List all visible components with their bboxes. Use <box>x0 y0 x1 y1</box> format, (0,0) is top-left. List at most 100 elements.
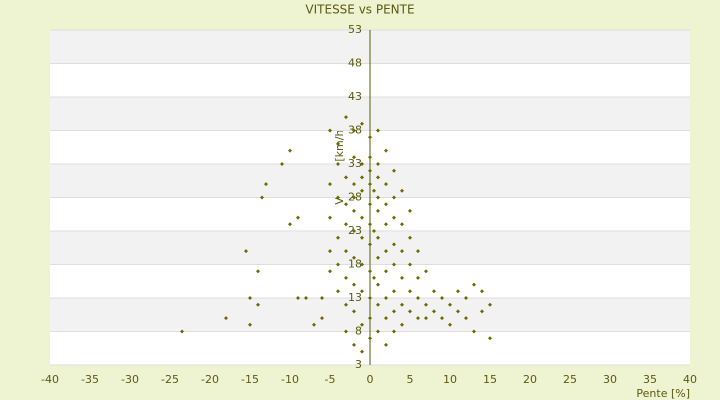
point <box>328 269 332 274</box>
point <box>384 296 388 300</box>
point <box>368 222 372 227</box>
point <box>400 222 404 227</box>
point <box>440 316 444 321</box>
point <box>392 242 396 247</box>
y-tick-label: 43 <box>348 90 362 103</box>
point <box>376 282 380 287</box>
point <box>376 208 380 213</box>
y-tick-label: 33 <box>348 157 362 170</box>
point <box>424 316 428 321</box>
x-tick-label: -25 <box>161 373 179 386</box>
point <box>384 249 388 254</box>
y-tick-label: 48 <box>348 57 362 70</box>
point <box>384 182 388 187</box>
y-tick-label: 3 <box>355 358 362 371</box>
point <box>392 215 396 220</box>
point <box>256 302 260 307</box>
point <box>480 289 484 294</box>
point <box>408 262 412 267</box>
point <box>336 289 340 294</box>
point <box>352 208 356 213</box>
x-tick-label: -30 <box>121 373 139 386</box>
point <box>352 229 356 233</box>
point <box>328 249 332 254</box>
point <box>224 316 228 321</box>
point <box>360 349 364 354</box>
x-tick-label: 0 <box>367 373 374 386</box>
point <box>312 322 316 327</box>
point <box>248 296 252 300</box>
x-tick-label: 40 <box>683 373 697 386</box>
point <box>376 162 380 166</box>
y-tick-label: 28 <box>348 191 362 204</box>
point <box>456 309 460 314</box>
point <box>416 275 420 280</box>
point <box>288 148 292 153</box>
point <box>296 215 300 220</box>
y-tick-label: 53 <box>348 23 362 36</box>
point <box>352 128 356 133</box>
y-tick-label: 18 <box>348 258 362 271</box>
point <box>344 115 348 120</box>
y-tick-label: 13 <box>348 291 362 304</box>
x-tick-label: -20 <box>201 373 219 386</box>
point <box>456 289 460 294</box>
point <box>244 249 248 254</box>
point <box>336 235 340 240</box>
point <box>296 296 300 300</box>
point <box>264 182 268 187</box>
point <box>328 182 332 187</box>
point <box>400 188 404 193</box>
point <box>392 168 396 173</box>
point <box>376 195 380 200</box>
point <box>344 329 348 334</box>
point <box>384 316 388 321</box>
x-tick-label: -15 <box>241 373 259 386</box>
point <box>392 329 396 334</box>
point <box>384 148 388 153</box>
x-tick-label: -10 <box>281 373 299 386</box>
point <box>256 269 260 274</box>
x-tick-label: 15 <box>483 373 497 386</box>
point <box>368 316 372 321</box>
point <box>368 155 372 160</box>
point <box>368 168 372 173</box>
point <box>448 322 452 327</box>
point <box>392 289 396 294</box>
point <box>352 309 356 314</box>
point <box>352 255 356 260</box>
point <box>408 309 412 314</box>
point <box>400 249 404 254</box>
point <box>424 269 428 274</box>
point <box>360 215 364 220</box>
point <box>360 235 364 240</box>
point <box>384 202 388 207</box>
point <box>368 202 372 207</box>
point <box>360 162 364 166</box>
point <box>376 235 380 240</box>
point <box>416 296 420 300</box>
point <box>472 282 476 287</box>
point <box>440 296 444 300</box>
point <box>352 155 356 160</box>
point <box>360 262 364 267</box>
point <box>360 121 364 126</box>
point <box>372 229 376 233</box>
y-tick-label: 38 <box>348 124 362 137</box>
point <box>352 282 356 287</box>
x-tick-label: 25 <box>563 373 577 386</box>
point <box>344 302 348 307</box>
point <box>328 128 332 133</box>
point <box>464 296 468 300</box>
point <box>376 302 380 307</box>
point <box>416 316 420 321</box>
point <box>336 262 340 267</box>
point <box>368 269 372 274</box>
point <box>320 296 324 300</box>
point <box>344 222 348 227</box>
y-tick-label: 8 <box>355 325 362 338</box>
point <box>344 249 348 254</box>
point <box>400 322 404 327</box>
point <box>368 296 372 300</box>
point <box>432 289 436 294</box>
